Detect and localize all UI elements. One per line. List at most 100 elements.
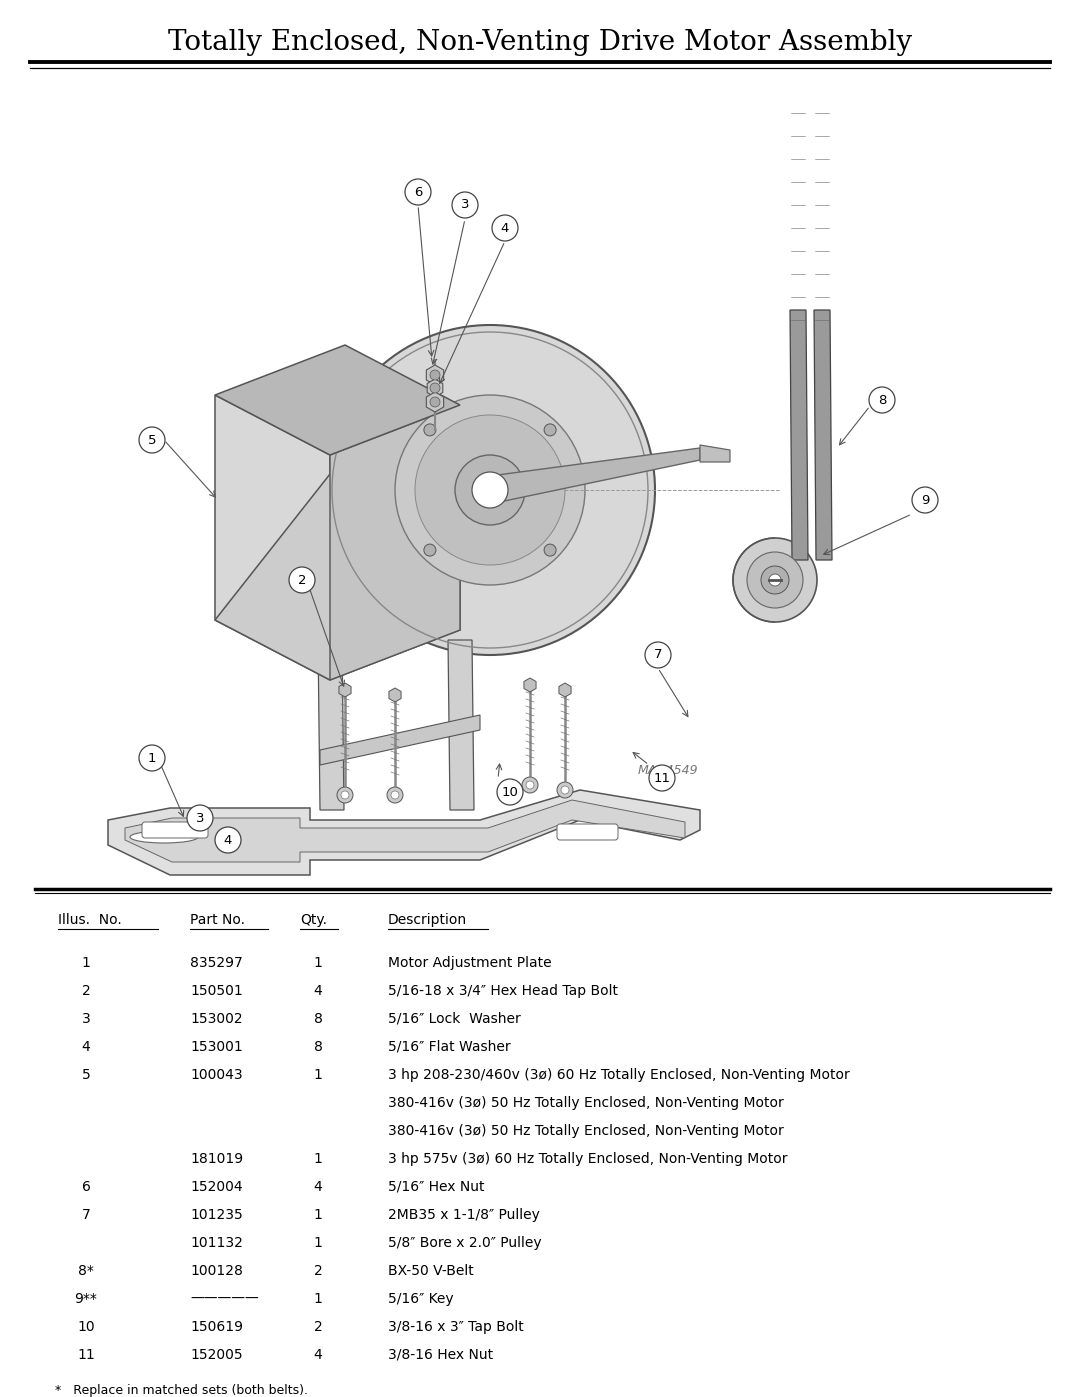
Polygon shape	[215, 405, 460, 680]
Text: MAN4549: MAN4549	[638, 764, 699, 777]
Polygon shape	[490, 448, 700, 504]
Circle shape	[522, 777, 538, 793]
Circle shape	[423, 423, 436, 436]
Text: 1: 1	[313, 956, 323, 970]
FancyBboxPatch shape	[557, 824, 618, 840]
Circle shape	[733, 538, 816, 622]
Text: —————: —————	[190, 1292, 259, 1306]
Text: 835297: 835297	[190, 956, 243, 970]
Circle shape	[423, 543, 436, 556]
Text: 6: 6	[414, 186, 422, 198]
Text: 1: 1	[313, 1236, 323, 1250]
Text: 1: 1	[313, 1292, 323, 1306]
Circle shape	[497, 780, 523, 805]
Text: 3: 3	[461, 198, 469, 211]
Circle shape	[761, 566, 789, 594]
Text: 7: 7	[82, 1208, 91, 1222]
Polygon shape	[339, 683, 351, 697]
Text: 153001: 153001	[190, 1039, 243, 1053]
Circle shape	[492, 215, 518, 242]
Text: 5/16″ Lock  Washer: 5/16″ Lock Washer	[388, 1011, 521, 1025]
Text: 380-416v (3ø) 50 Hz Totally Enclosed, Non-Venting Motor: 380-416v (3ø) 50 Hz Totally Enclosed, No…	[388, 1097, 784, 1111]
Polygon shape	[524, 678, 536, 692]
Text: 1: 1	[82, 956, 91, 970]
Text: 2: 2	[313, 1320, 322, 1334]
Text: 3 hp 575v (3ø) 60 Hz Totally Enclosed, Non-Venting Motor: 3 hp 575v (3ø) 60 Hz Totally Enclosed, N…	[388, 1153, 787, 1166]
Circle shape	[455, 455, 525, 525]
Text: 4: 4	[313, 983, 322, 997]
Circle shape	[453, 191, 478, 218]
Text: 7: 7	[653, 648, 662, 662]
Polygon shape	[330, 405, 460, 680]
Text: 5/8″ Bore x 2.0″ Pulley: 5/8″ Bore x 2.0″ Pulley	[388, 1236, 542, 1250]
Polygon shape	[428, 379, 443, 397]
Text: 11: 11	[653, 771, 671, 785]
Circle shape	[472, 472, 508, 509]
Circle shape	[139, 427, 165, 453]
Text: Description: Description	[388, 914, 468, 928]
Circle shape	[649, 766, 675, 791]
Text: 2: 2	[313, 1264, 322, 1278]
Text: 4: 4	[313, 1348, 322, 1362]
Polygon shape	[814, 310, 832, 560]
Text: 2: 2	[82, 983, 91, 997]
Text: Qty.: Qty.	[300, 914, 327, 928]
Text: 8: 8	[313, 1011, 323, 1025]
Polygon shape	[427, 393, 444, 412]
Polygon shape	[215, 345, 460, 455]
Text: 1: 1	[313, 1153, 323, 1166]
Circle shape	[215, 827, 241, 854]
Polygon shape	[559, 683, 571, 697]
Text: 5: 5	[148, 433, 157, 447]
Text: 152005: 152005	[190, 1348, 243, 1362]
Text: 153002: 153002	[190, 1011, 243, 1025]
Circle shape	[769, 574, 781, 585]
Circle shape	[387, 787, 403, 803]
Text: 150501: 150501	[190, 983, 243, 997]
Polygon shape	[389, 687, 401, 703]
Circle shape	[544, 543, 556, 556]
Text: 5/16″ Flat Washer: 5/16″ Flat Washer	[388, 1039, 511, 1053]
Text: Totally Enclosed, Non-Venting Drive Motor Assembly: Totally Enclosed, Non-Venting Drive Moto…	[167, 28, 913, 56]
Text: 4: 4	[313, 1180, 322, 1194]
Text: 5/16″ Key: 5/16″ Key	[388, 1292, 454, 1306]
Circle shape	[645, 643, 671, 668]
Text: 11: 11	[77, 1348, 95, 1362]
Text: 101132: 101132	[190, 1236, 243, 1250]
Text: 10: 10	[77, 1320, 95, 1334]
Circle shape	[430, 383, 440, 393]
Circle shape	[289, 567, 315, 592]
Text: 4: 4	[224, 834, 232, 847]
Text: BX-50 V-Belt: BX-50 V-Belt	[388, 1264, 474, 1278]
Text: 3: 3	[195, 812, 204, 824]
Text: 3 hp 208-230/460v (3ø) 60 Hz Totally Enclosed, Non-Venting Motor: 3 hp 208-230/460v (3ø) 60 Hz Totally Enc…	[388, 1067, 850, 1083]
Circle shape	[395, 395, 585, 585]
Text: 8: 8	[313, 1039, 323, 1053]
Text: *   Replace in matched sets (both belts).: * Replace in matched sets (both belts).	[55, 1384, 308, 1397]
Text: 4: 4	[501, 222, 509, 235]
Polygon shape	[427, 365, 444, 386]
Polygon shape	[125, 800, 685, 862]
Text: 3/8-16 Hex Nut: 3/8-16 Hex Nut	[388, 1348, 494, 1362]
Text: 6: 6	[82, 1180, 91, 1194]
Polygon shape	[448, 640, 474, 810]
Circle shape	[544, 423, 556, 436]
Text: 380-416v (3ø) 50 Hz Totally Enclosed, Non-Venting Motor: 380-416v (3ø) 50 Hz Totally Enclosed, No…	[388, 1125, 784, 1139]
Circle shape	[337, 787, 353, 803]
Polygon shape	[789, 310, 808, 560]
Text: 1: 1	[313, 1208, 323, 1222]
Circle shape	[526, 781, 534, 789]
Text: 5/16-18 x 3/4″ Hex Head Tap Bolt: 5/16-18 x 3/4″ Hex Head Tap Bolt	[388, 983, 618, 997]
Circle shape	[391, 791, 399, 799]
Text: 9**: 9**	[75, 1292, 97, 1306]
Text: Part No.: Part No.	[190, 914, 245, 928]
Circle shape	[415, 415, 565, 564]
Polygon shape	[700, 446, 730, 462]
Text: 1: 1	[148, 752, 157, 764]
Text: 101235: 101235	[190, 1208, 243, 1222]
Text: 152004: 152004	[190, 1180, 243, 1194]
Text: 100043: 100043	[190, 1067, 243, 1083]
Text: 8*: 8*	[78, 1264, 94, 1278]
Text: Motor Adjustment Plate: Motor Adjustment Plate	[388, 956, 552, 970]
Circle shape	[187, 805, 213, 831]
